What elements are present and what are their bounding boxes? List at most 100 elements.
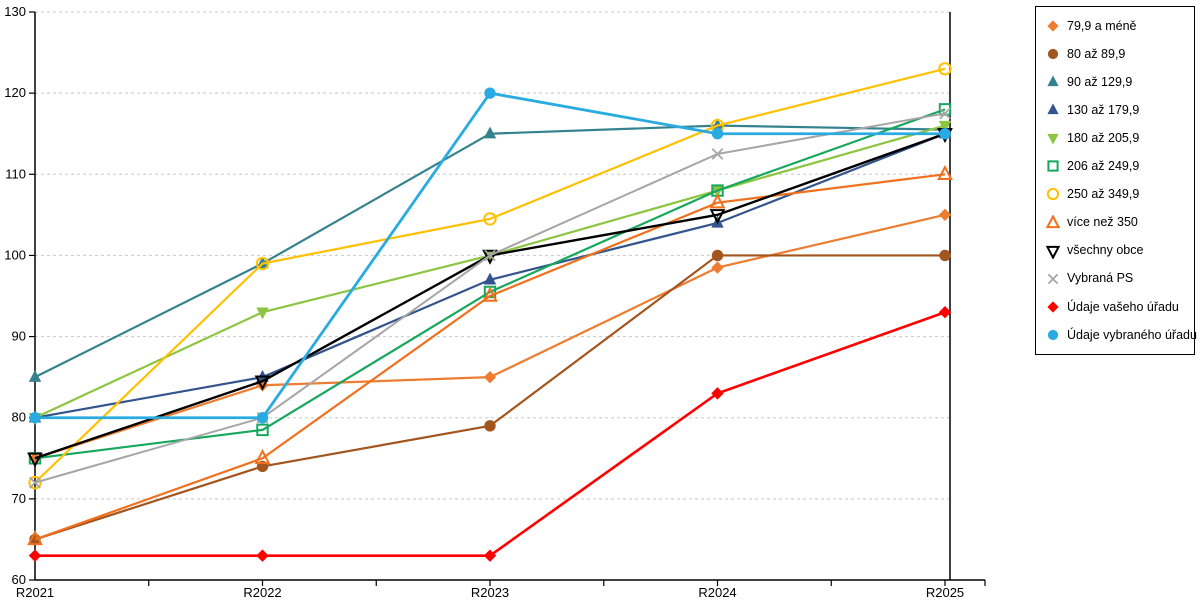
- legend-item-5: 180 až 205,9: [1045, 130, 1188, 146]
- data-point-marker: [483, 370, 497, 384]
- circle-marker-icon: [1046, 188, 1060, 201]
- data-point-marker: [938, 103, 952, 116]
- legend-label: Údaje vybraného úřadu: [1067, 327, 1197, 342]
- data-point-marker: [938, 120, 952, 133]
- series-10: [29, 107, 951, 489]
- circle-marker-icon: [1047, 329, 1059, 340]
- data-point-marker: [254, 375, 271, 391]
- x-tick-label: R2025: [926, 585, 964, 600]
- data-point-marker: [483, 549, 497, 562]
- x-tick-label: R2022: [243, 585, 281, 600]
- data-point-marker: [711, 184, 724, 197]
- y-tick-label: 110: [5, 166, 26, 181]
- x-tick-label: R2021: [16, 585, 54, 600]
- diamond-marker-icon: [1047, 301, 1059, 313]
- legend-item-3: 90 až 129,9: [1045, 74, 1188, 90]
- legend-label: 79,9 a méně: [1067, 18, 1137, 33]
- data-point-marker: [255, 256, 270, 271]
- legend-label: všechny obce: [1067, 243, 1144, 258]
- x-tick-label: R2024: [698, 585, 736, 600]
- legend-label: 90 až 129,9: [1067, 74, 1133, 89]
- legend-item-1: 79,9 a méně: [1045, 18, 1188, 34]
- diamond-marker-icon: [1047, 20, 1059, 32]
- data-point-marker: [711, 261, 724, 274]
- triangle-down-marker-icon: [1045, 245, 1061, 259]
- data-point-marker: [939, 107, 951, 120]
- data-point-marker: [1045, 245, 1061, 259]
- data-point-marker: [484, 87, 496, 99]
- y-tick-label: 130: [4, 4, 26, 19]
- data-point-marker: [938, 208, 952, 222]
- data-point-marker: [482, 286, 498, 302]
- legend-item-8: více než 350: [1045, 214, 1188, 231]
- y-tick-label: 90: [12, 329, 26, 344]
- data-point-marker: [484, 249, 496, 262]
- series-line: [34, 67, 946, 484]
- data-point-marker: [28, 549, 42, 562]
- data-point-marker: [256, 412, 269, 424]
- data-point-marker: [939, 128, 951, 140]
- legend-label: 250 až 349,9: [1067, 187, 1140, 202]
- legend-label: 180 až 205,9: [1067, 131, 1140, 146]
- legend-item-7: 250 až 349,9: [1045, 186, 1188, 202]
- series-11: [28, 306, 952, 562]
- legend-label: 130 až 179,9: [1067, 102, 1140, 117]
- series-2: [29, 249, 951, 546]
- legend-item-10: Vybraná PS: [1045, 271, 1188, 287]
- triangle-up-marker-icon: [1047, 75, 1059, 87]
- data-point-marker: [937, 164, 953, 180]
- legend-item-12: Údaje vybraného úřadu: [1045, 327, 1197, 343]
- data-point-marker: [484, 420, 496, 432]
- legend-label: 80 až 89,9: [1067, 46, 1126, 61]
- data-point-marker: [28, 369, 42, 382]
- data-point-marker: [28, 475, 42, 490]
- data-point-marker: [1047, 103, 1059, 115]
- legend-item-6: 206 až 249,9: [1045, 158, 1188, 174]
- chart-legend: 79,9 a méně 80 až 89,9 90 až 129,9 130 až 1…: [1035, 6, 1197, 355]
- square-marker-icon: [1047, 160, 1059, 172]
- data-point-marker: [1045, 214, 1061, 228]
- y-tick-label: 70: [12, 491, 26, 506]
- data-point-marker: [709, 193, 726, 209]
- data-point-marker: [254, 448, 271, 464]
- data-point-marker: [256, 423, 269, 437]
- series-8: [27, 164, 953, 546]
- data-point-marker: [1047, 301, 1059, 313]
- series-line: [35, 311, 946, 557]
- legend-label: Vybraná PS: [1067, 271, 1134, 286]
- data-point-marker: [711, 387, 724, 400]
- data-point-marker: [27, 530, 43, 546]
- y-tick-label: 80: [12, 410, 26, 425]
- data-point-marker: [1047, 48, 1059, 60]
- data-point-marker: [29, 412, 41, 424]
- y-tick-label: 100: [4, 247, 26, 262]
- triangle-down-marker-icon: [1047, 134, 1059, 145]
- legend-item-9: všechny obce: [1045, 243, 1188, 259]
- data-point-marker: [29, 476, 41, 489]
- data-point-marker: [1047, 75, 1059, 87]
- legend-label: Údaje vašeho úřadu: [1067, 299, 1179, 314]
- series-line: [34, 173, 946, 541]
- data-point-marker: [1047, 20, 1059, 32]
- triangle-up-marker-icon: [1047, 103, 1059, 115]
- data-point-marker: [483, 126, 497, 139]
- data-point-marker: [1047, 329, 1059, 340]
- series-1: [28, 208, 952, 465]
- data-point-marker: [711, 249, 724, 262]
- data-point-marker: [938, 306, 952, 319]
- legend-item-4: 130 až 179,9: [1045, 102, 1188, 118]
- legend-label: 206 až 249,9: [1067, 159, 1140, 174]
- y-tick-label: 120: [4, 85, 26, 100]
- data-point-marker: [256, 307, 269, 320]
- series-12: [29, 87, 951, 424]
- data-point-marker: [483, 212, 497, 226]
- circle-marker-icon: [1047, 48, 1059, 60]
- y-tick-label: 60: [12, 572, 26, 587]
- data-point-marker: [711, 128, 724, 140]
- data-point-marker: [709, 209, 726, 225]
- data-point-marker: [938, 62, 952, 76]
- data-point-marker: [939, 249, 951, 262]
- legend-item-11: Údaje vašeho úřadu: [1045, 299, 1188, 315]
